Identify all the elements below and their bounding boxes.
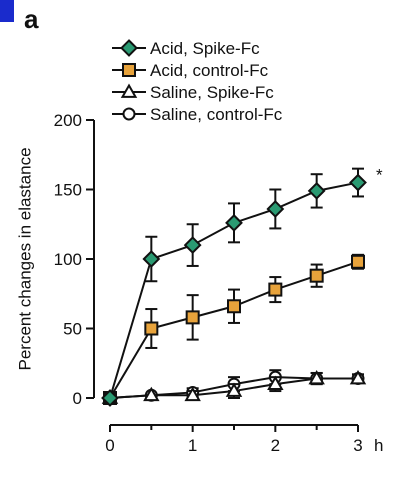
legend: Acid, Spike-Fc Acid, control-Fc Saline, Sp… [112,39,283,124]
legend-entry: Saline, Spike-Fc [112,83,274,102]
legend-label: Saline, control-Fc [150,105,283,124]
data-point [349,370,367,385]
data-point [225,382,243,397]
legend-entry: Saline, control-Fc [112,105,283,124]
significance-annotation: * [376,166,383,185]
data-point [309,268,324,283]
axes: 0 50 100 150 200 0 1 2 3 h [54,111,384,455]
data-point [183,236,202,255]
data-point [267,375,284,390]
legend-marker [122,63,136,77]
data-point [185,310,200,325]
legend-entry: Acid, Spike-Fc [112,39,260,58]
legend-entry: Acid, control-Fc [112,61,269,80]
legend-label: Saline, Spike-Fc [150,83,274,102]
y-tick-label: 0 [73,389,82,408]
data-point [227,299,241,314]
data-point [307,181,326,200]
series-0 [101,167,367,407]
data-point [351,254,365,269]
data-point [142,250,161,268]
x-tick-label: 2 [271,436,280,455]
panel-corner-mark [0,0,14,22]
data-point [349,173,367,192]
plot-area [101,167,367,407]
x-tick-label: 0 [105,436,114,455]
data-point [266,200,285,218]
data-point [144,321,159,336]
data-point [308,370,325,385]
data-point [143,386,160,402]
legend-marker [122,107,136,121]
data-point [268,282,283,297]
data-point [184,386,201,402]
y-axis-label: Percent changes in elastance [16,147,35,370]
y-tick-label: 200 [54,111,82,130]
x-axis-label: h [374,436,383,455]
y-tick-label: 150 [54,181,82,200]
panel-letter: a [24,4,39,34]
legend-label: Acid, control-Fc [150,61,269,80]
y-tick-label: 50 [63,320,82,339]
x-tick-label: 1 [188,436,197,455]
legend-label: Acid, Spike-Fc [150,39,260,58]
data-point [225,213,243,232]
legend-marker [120,83,138,98]
x-tick-label: 3 [353,436,362,455]
y-tick-label: 100 [54,250,82,269]
data-point [101,389,119,407]
legend-marker [120,39,138,57]
